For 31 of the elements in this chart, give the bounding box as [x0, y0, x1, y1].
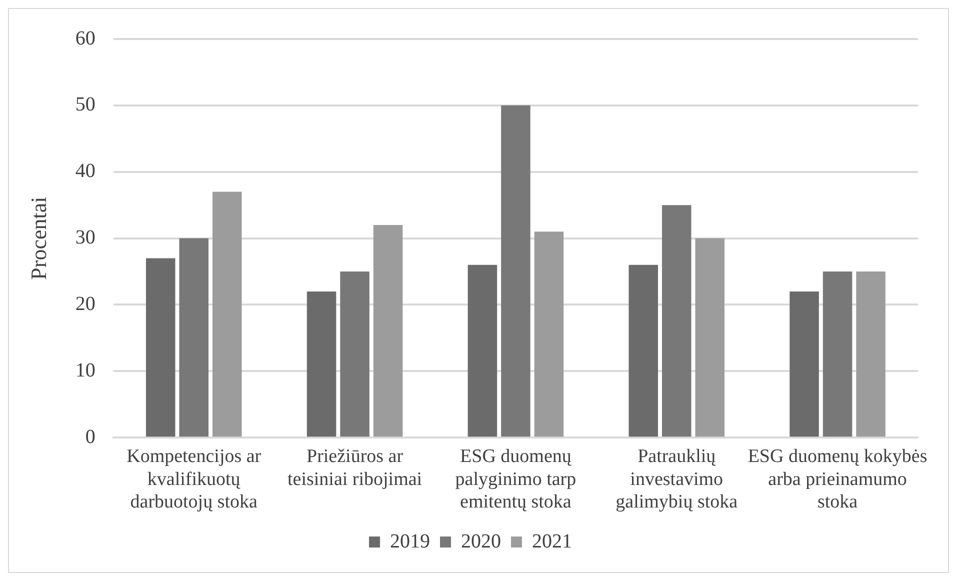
x-tick-label: ESG duomenų kokybės arba prieinamumo stoka [748, 446, 928, 513]
x-tick-label: Patrauklių investavimo galimybių stoka [616, 446, 738, 513]
bar [146, 258, 176, 437]
bar [695, 238, 725, 437]
bar [790, 291, 819, 437]
bar [340, 272, 370, 437]
y-tick-label: 60 [75, 27, 96, 50]
bar [212, 192, 242, 437]
y-axis-title: Procentai [26, 196, 51, 280]
bar [179, 238, 208, 437]
bar [662, 205, 692, 437]
bar [822, 272, 852, 437]
legend-label: 2021 [532, 530, 572, 552]
y-tick-label: 20 [75, 292, 96, 315]
bar [534, 232, 564, 437]
y-tick-label: 40 [75, 160, 96, 182]
bar [306, 291, 336, 437]
legend-label: 2019 [390, 530, 430, 552]
x-tick-label: ESG duomenų palyginimo tarp emitentų stoka [455, 446, 576, 513]
bar [373, 225, 403, 437]
bar [856, 272, 886, 437]
legend-label: 2020 [461, 530, 501, 552]
bar [628, 264, 658, 437]
y-tick-label: 0 [85, 426, 96, 448]
y-tick-label: 10 [75, 359, 96, 382]
bar [468, 264, 498, 437]
y-tick-label: 30 [75, 226, 96, 249]
x-tick-label: Priežiūros ar teisiniai ribojimai [288, 446, 422, 490]
y-tick-label: 50 [75, 94, 96, 116]
x-tick-label: Kompetencijos ar kvalifikuotų darbuotojų stoka [126, 446, 262, 513]
bar [501, 105, 530, 437]
